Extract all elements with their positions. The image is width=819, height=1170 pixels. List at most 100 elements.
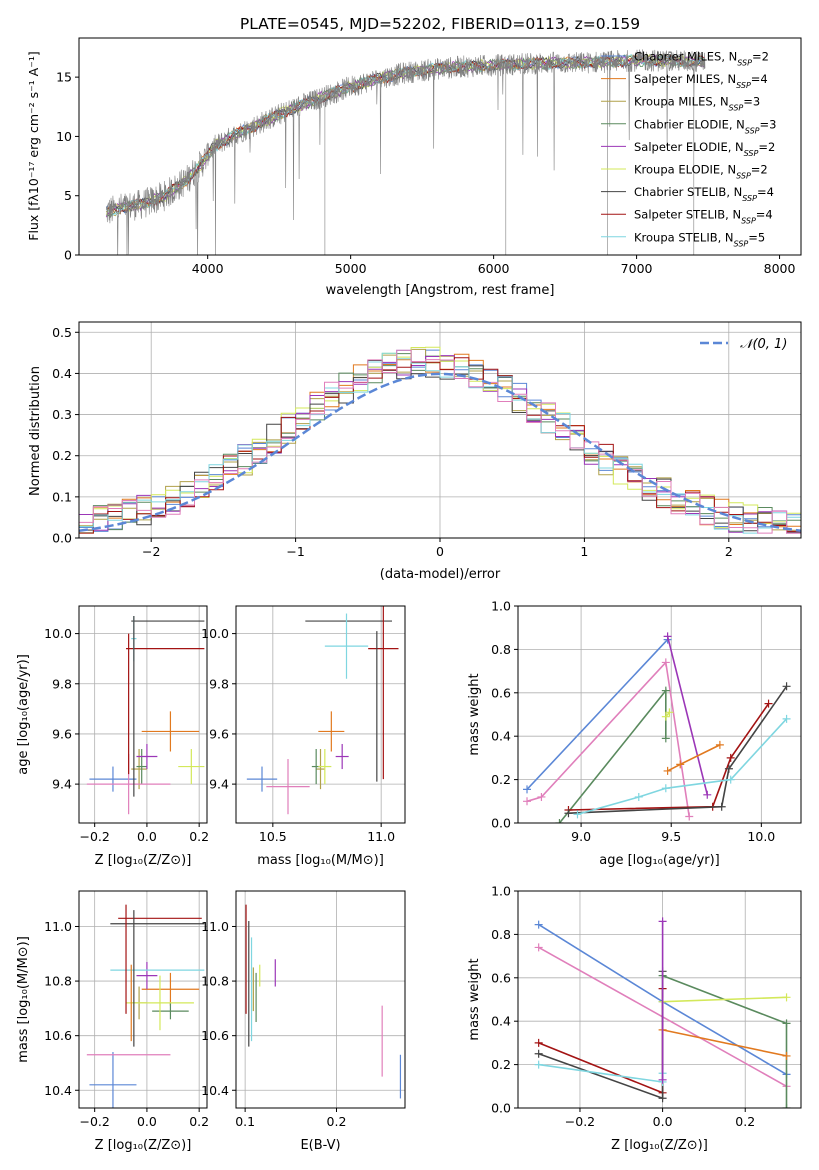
y-tick-label: 0.6	[491, 685, 511, 700]
plot-area	[246, 606, 399, 815]
x-tick-label: −0.2	[565, 1114, 595, 1129]
axes-frame	[517, 605, 802, 824]
residuals-panel: −2 −1 0 1 2 0.0 0.1 0.2 0.3 0.4 0.5 𝒩(0, 1) (data-…	[28, 321, 802, 582]
y-tick-label: 9.6	[209, 726, 229, 741]
weight-series-marker	[658, 1094, 667, 1103]
legend-entry-subscript: SSP	[734, 239, 749, 248]
legend-entry-subscript: SSP	[736, 81, 751, 90]
legend-entry-text: Kroupa MILES, N	[634, 95, 729, 109]
x-tick-label: 9.0	[571, 829, 591, 844]
plot-area	[86, 616, 205, 815]
y-tick-label: 10.6	[44, 1028, 72, 1043]
x-tick-label: 0.1	[235, 1114, 255, 1129]
x-axis-label: Z [log₁₀(Z/Z⊙)]	[611, 1138, 708, 1153]
y-tick-label: 10.8	[44, 974, 72, 989]
legend-entry-label: Chabrier MILES, NSSP=2	[634, 50, 769, 68]
legend-entry-label: Kroupa ELODIE, NSSP=2	[634, 163, 768, 181]
y-tick-label: 9.8	[52, 676, 72, 691]
weight-series-marker	[782, 1019, 791, 1028]
y-tick-label: 1.0	[491, 884, 511, 899]
legend-entry-subscript: SSP	[736, 171, 751, 180]
y-axis-label: mass [log₁₀(M/M⊙)]	[16, 936, 31, 1063]
gaussian-reference-curve	[79, 372, 801, 533]
legend-entry-tail: =4	[751, 72, 768, 86]
spectrum-ylabel: Flux [fλ10⁻¹⁷ erg cm⁻² s⁻¹ A⁻¹]	[26, 51, 41, 240]
y-tick-label: 0.0	[52, 531, 72, 546]
weight-series-line	[526, 639, 669, 790]
y-tick-label: 0.2	[52, 448, 72, 463]
weight-series-marker	[523, 797, 532, 806]
residuals-ylabel: Normed distribution	[28, 366, 43, 496]
figure-title: PLATE=0545, MJD=52202, FIBERID=0113, z=0…	[240, 15, 640, 33]
weight-series-marker	[782, 714, 791, 723]
x-axis-label: age [log₁₀(age/yr)]	[599, 853, 720, 868]
legend-entry-text: Chabrier ELODIE, N	[634, 117, 745, 131]
legend-entry-text: Salpeter ELODIE, N	[634, 140, 744, 154]
x-tick-label: −0.2	[79, 829, 109, 844]
axes-frame	[517, 890, 802, 1109]
weight-series-marker	[726, 775, 735, 784]
weight-series-marker	[555, 819, 564, 823]
x-tick-label: 0.2	[327, 1114, 347, 1129]
legend-entry-label: Chabrier ELODIE, NSSP=3	[634, 117, 776, 135]
legend-entry-text: Chabrier MILES, N	[634, 50, 737, 64]
weight-series-line	[538, 988, 664, 1094]
y-tick-label: 10.6	[201, 1028, 229, 1043]
weight-series-marker	[663, 766, 672, 775]
y-tick-label: 0.8	[491, 642, 511, 657]
axes-frame	[78, 605, 208, 824]
legend-entry-label: Salpeter STELIB, NSSP=4	[634, 208, 773, 226]
residuals-xlabel: (data-model)/error	[380, 567, 501, 582]
x-tick-label: 0.2	[189, 1114, 209, 1129]
weight-series-line	[662, 1029, 787, 1057]
legend-entry-text: Kroupa STELIB, N	[634, 230, 734, 244]
x-tick-label: 0.2	[189, 829, 209, 844]
weight-series-marker	[534, 1049, 543, 1058]
y-tick-label: 10.4	[201, 1083, 229, 1098]
y-tick-label: 0.8	[491, 927, 511, 942]
y-tick-label: 10.0	[201, 626, 229, 641]
weight-series-marker	[703, 790, 712, 799]
weight-series-marker	[537, 792, 546, 801]
legend-entry-text: Salpeter STELIB, N	[634, 208, 741, 222]
y-tick-label: 0.2	[491, 772, 511, 787]
y-tick-label: 1.0	[491, 599, 511, 614]
y-axis-label: mass weight	[467, 673, 482, 755]
weight-series-marker	[782, 993, 791, 1002]
y-tick-label: 0.0	[491, 1101, 511, 1116]
legend-entry-tail: =4	[756, 208, 773, 222]
weight-series-marker	[764, 699, 773, 708]
weight-series-marker	[661, 658, 670, 667]
weight-series-marker	[523, 785, 532, 794]
spectrum-data-line	[105, 49, 706, 255]
weight-series-marker	[534, 1060, 543, 1069]
weight-series-line	[666, 636, 709, 795]
weight-series-marker	[658, 1075, 667, 1084]
legend-entry-label: Salpeter MILES, NSSP=4	[634, 72, 768, 90]
y-tick-label: 0.4	[491, 1014, 511, 1029]
weight-series-marker	[685, 812, 694, 821]
weight-series-marker	[634, 792, 643, 801]
x-tick-label: 1	[580, 544, 588, 559]
x-tick-label: 10.0	[747, 829, 775, 844]
spectrum-ticks: 4000 5000 6000 7000 8000 0 5 10 15	[56, 70, 795, 276]
y-tick-label: 10.0	[44, 626, 72, 641]
age-vs-mass-panel: 10.5 11.0 9.4 9.6 9.8 10.0 mass [log₁₀(M/M⊙)]	[201, 605, 406, 868]
plot-area	[86, 904, 205, 1108]
weight-series-line	[568, 685, 788, 814]
weight-series-marker	[726, 753, 735, 762]
x-tick-label: 5000	[335, 261, 367, 276]
weight-series-marker	[534, 943, 543, 952]
weight-vs-age-panel: 9.0 9.5 10.0 0.0 0.2 0.4 0.6 0.8 1.0 age [log₁₀(a…	[467, 599, 802, 868]
x-tick-label: 0.2	[735, 1114, 755, 1129]
legend-entry-tail: =2	[758, 140, 775, 154]
legend-entry-subscript: SSP	[737, 58, 752, 67]
x-axis-label: Z [log₁₀(Z/Z⊙)]	[95, 853, 192, 868]
y-axis-label: age [log₁₀(age/yr)]	[16, 654, 31, 775]
mass-vs-ebv-panel: 0.1 0.2 10.4 10.6 10.8 11.0 E(B-V)	[201, 890, 406, 1153]
y-tick-label: 0.4	[491, 729, 511, 744]
legend-entry-tail: =4	[757, 185, 774, 199]
y-tick-label: 10.4	[44, 1083, 72, 1098]
weight-series-marker	[658, 917, 667, 926]
axes-frame	[235, 890, 406, 1109]
